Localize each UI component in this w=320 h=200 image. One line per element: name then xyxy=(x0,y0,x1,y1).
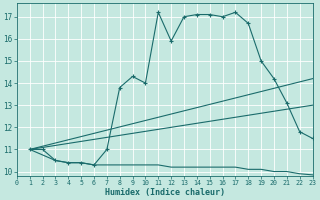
X-axis label: Humidex (Indice chaleur): Humidex (Indice chaleur) xyxy=(105,188,225,197)
